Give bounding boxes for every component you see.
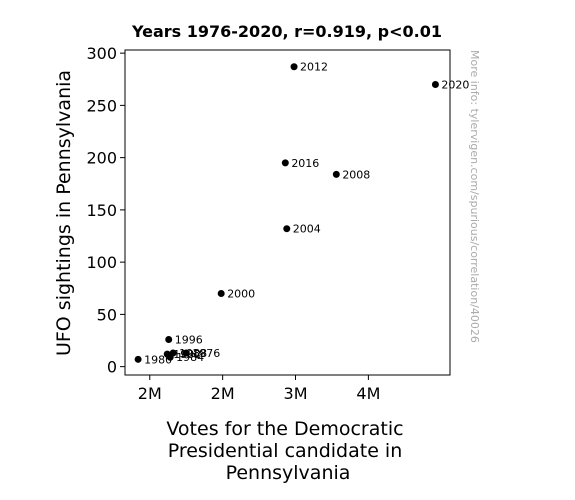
x-tick-label: 2M — [138, 384, 162, 403]
y-tick-label: 250 — [86, 96, 117, 115]
data-point — [169, 349, 177, 357]
y-axis-label: UFO sightings in Pennsylvania — [53, 70, 75, 356]
x-axis-label-line-3: Pennsylvania — [226, 462, 351, 484]
data-point-label: 2004 — [293, 223, 321, 236]
y-tick-label: 0 — [107, 358, 117, 377]
x-axis-label-line-2: Presidential candidate in — [168, 440, 403, 462]
data-point — [283, 225, 291, 233]
x-axis-label: Votes for the Democratic Presidential ca… — [166, 418, 409, 484]
y-tick-label: 200 — [86, 149, 117, 168]
y-axis: 0 50 100 150 200 250 300 — [86, 44, 125, 377]
data-point — [332, 170, 340, 178]
data-point-label: 1988 — [179, 347, 207, 360]
data-point-label: 2000 — [227, 287, 255, 300]
y-tick-label: 50 — [97, 305, 117, 324]
y-tick-label: 100 — [86, 253, 117, 272]
data-point-label: 2008 — [342, 168, 370, 181]
x-tick-label: 2M — [211, 384, 235, 403]
data-point-label: 2012 — [300, 61, 328, 74]
data-point — [217, 289, 225, 297]
data-point — [163, 350, 171, 358]
chart-title: Years 1976-2020, r=0.919, p<0.01 — [131, 22, 442, 41]
data-point-label: 2016 — [291, 157, 319, 170]
data-point — [165, 335, 173, 343]
data-point-label: 2020 — [441, 78, 469, 91]
data-point — [290, 63, 298, 71]
data-point — [281, 159, 289, 167]
data-point-label: 1992 — [173, 348, 201, 361]
x-axis: 2M 2M 3M 4M — [138, 375, 380, 403]
data-point-label: 1984 — [176, 351, 204, 364]
y-tick-label: 150 — [86, 201, 117, 220]
data-point-label: 1996 — [175, 333, 203, 346]
x-tick-label: 3M — [284, 384, 308, 403]
data-point — [431, 80, 439, 88]
x-tick-label: 4M — [356, 384, 380, 403]
y-tick-label: 300 — [86, 44, 117, 63]
data-point-label: 1976 — [192, 347, 220, 360]
data-point — [182, 349, 190, 357]
plot-area — [124, 49, 451, 376]
data-point — [134, 355, 142, 363]
x-axis-label-line-1: Votes for the Democratic — [166, 418, 403, 440]
watermark: More info: tylervigen.com/spurious/corre… — [468, 50, 481, 343]
